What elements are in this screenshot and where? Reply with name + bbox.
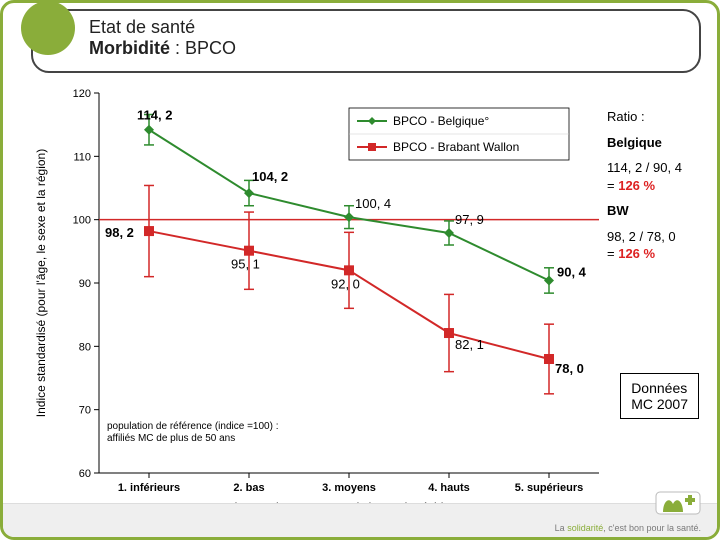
chart-area: 60 70 80 90 100 110 120 1. inférieurs 2. bas 3. m… <box>19 83 619 523</box>
belgique-result-value: 126 % <box>618 178 655 193</box>
bw-calc: 98, 2 / 78, 0 <box>607 228 705 246</box>
ratio-label: Ratio : <box>607 108 705 126</box>
header-corner-circle <box>21 1 75 55</box>
svg-text:114, 2: 114, 2 <box>137 108 172 123</box>
header-title-rest: : BPCO <box>170 38 236 58</box>
slide-header: Etat de santé Morbidité : BPCO <box>31 9 701 73</box>
footer-slogan: La solidarité, c'est bon pour la santé. <box>555 523 701 533</box>
svg-text:Indice standardisé (pour l'âge: Indice standardisé (pour l'âge, le sexe … <box>34 149 48 417</box>
belgique-result-prefix: = <box>607 178 618 193</box>
svg-text:90, 4: 90, 4 <box>557 264 587 279</box>
svg-text:3. moyens: 3. moyens <box>322 482 376 494</box>
svg-text:104, 2: 104, 2 <box>252 169 288 184</box>
bw-result-prefix: = <box>607 246 618 261</box>
svg-text:2. bas: 2. bas <box>233 482 264 494</box>
svg-text:98, 2: 98, 2 <box>105 225 134 240</box>
header-title-line2: Morbidité : BPCO <box>89 38 681 59</box>
svg-text:4. hauts: 4. hauts <box>428 482 470 494</box>
belgique-label: Belgique <box>607 134 705 152</box>
data-source-box: Données MC 2007 <box>620 373 699 419</box>
svg-text:80: 80 <box>79 341 91 353</box>
svg-text:95, 1: 95, 1 <box>231 257 260 272</box>
svg-text:BPCO - Belgique°: BPCO - Belgique° <box>393 114 489 128</box>
footer: La solidarité, c'est bon pour la santé. <box>3 503 717 537</box>
svg-text:population de référence (indic: population de référence (indice =100) : <box>107 421 279 432</box>
svg-text:5. supérieurs: 5. supérieurs <box>515 482 583 494</box>
svg-text:100: 100 <box>73 215 91 227</box>
side-panel: Ratio : Belgique 114, 2 / 90, 4 = 126 % … <box>607 108 705 271</box>
belgique-calc: 114, 2 / 90, 4 <box>607 159 705 177</box>
svg-text:affiliés MC de plus de 50 ans: affiliés MC de plus de 50 ans <box>107 433 235 444</box>
svg-text:92, 0: 92, 0 <box>331 276 360 291</box>
bw-result-value: 126 % <box>618 246 655 261</box>
svg-text:110: 110 <box>73 151 91 163</box>
svg-text:120: 120 <box>73 88 91 100</box>
svg-text:100, 4: 100, 4 <box>355 196 391 211</box>
belgique-result: = 126 % <box>607 177 705 195</box>
svg-text:60: 60 <box>79 468 91 480</box>
svg-text:82, 1: 82, 1 <box>455 337 484 352</box>
header-title-bold: Morbidité <box>89 38 170 58</box>
svg-text:70: 70 <box>79 405 91 417</box>
databox-line1: Données <box>631 380 688 396</box>
bw-result: = 126 % <box>607 245 705 263</box>
header-title-line1: Etat de santé <box>89 17 681 38</box>
svg-text:1. inférieurs: 1. inférieurs <box>118 482 180 494</box>
svg-text:78, 0: 78, 0 <box>555 361 584 376</box>
svg-text:97, 9: 97, 9 <box>455 212 484 227</box>
slogan-green: solidarité <box>567 523 603 533</box>
logo-icon <box>655 482 701 516</box>
slogan-post: , c'est bon pour la santé. <box>603 523 701 533</box>
bw-label: BW <box>607 202 705 220</box>
svg-text:90: 90 <box>79 278 91 290</box>
slogan-pre: La <box>555 523 568 533</box>
chart-svg: 60 70 80 90 100 110 120 1. inférieurs 2. bas 3. m… <box>19 83 619 523</box>
svg-text:BPCO - Brabant Wallon: BPCO - Brabant Wallon <box>393 140 519 154</box>
databox-line2: MC 2007 <box>631 396 688 412</box>
